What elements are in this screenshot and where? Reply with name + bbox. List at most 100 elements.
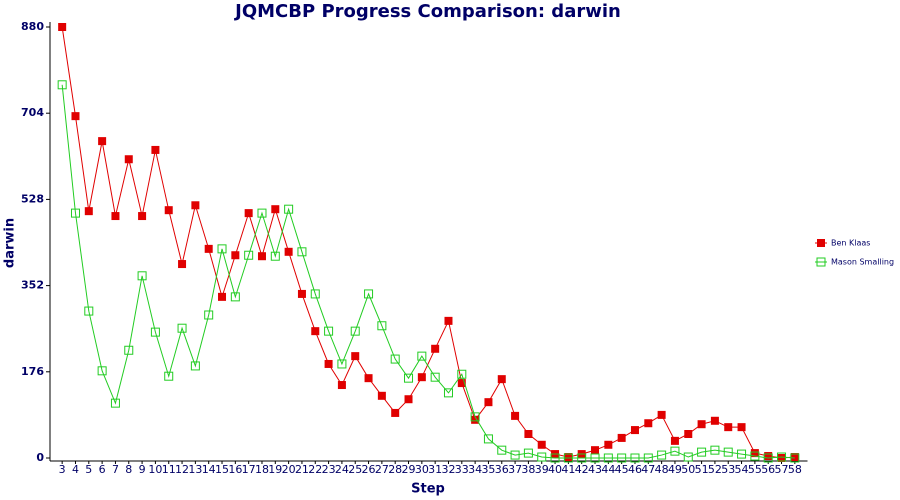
data-point bbox=[471, 415, 480, 424]
x-tick-label: 46 bbox=[628, 463, 642, 476]
y-tick-label: 0 bbox=[36, 451, 44, 464]
data-point bbox=[310, 289, 320, 299]
x-tick-label: 13 bbox=[188, 463, 202, 476]
data-point bbox=[763, 453, 773, 463]
data-point bbox=[670, 446, 680, 456]
data-point bbox=[457, 379, 466, 388]
x-tick-label: 12 bbox=[175, 463, 189, 476]
data-point bbox=[150, 327, 160, 337]
x-tick-label: 33 bbox=[455, 463, 469, 476]
data-point bbox=[377, 321, 387, 331]
data-point bbox=[110, 398, 120, 408]
data-point bbox=[630, 453, 640, 463]
data-point bbox=[337, 381, 346, 390]
data-point bbox=[98, 137, 107, 146]
data-point bbox=[670, 436, 679, 445]
x-tick-label: 39 bbox=[535, 463, 549, 476]
data-point bbox=[657, 410, 666, 419]
x-tick-label: 42 bbox=[575, 463, 589, 476]
data-point bbox=[484, 398, 493, 407]
data-point bbox=[697, 420, 706, 429]
data-point bbox=[510, 450, 520, 460]
data-point bbox=[364, 374, 373, 383]
data-point bbox=[391, 408, 400, 417]
data-point bbox=[790, 453, 799, 462]
data-point bbox=[404, 373, 414, 383]
data-point bbox=[790, 453, 800, 463]
x-tick-label: 49 bbox=[668, 463, 682, 476]
x-tick-label: 4 bbox=[72, 463, 79, 476]
data-point bbox=[230, 292, 240, 302]
x-axis-label: Step bbox=[411, 482, 445, 497]
data-point bbox=[564, 453, 573, 462]
x-tick-label: 21 bbox=[295, 463, 309, 476]
data-point bbox=[750, 451, 760, 461]
x-tick-label: 27 bbox=[375, 463, 389, 476]
legend-marker bbox=[816, 257, 826, 267]
data-point bbox=[417, 373, 426, 382]
x-tick-label: 53 bbox=[721, 463, 735, 476]
data-point bbox=[697, 447, 707, 457]
data-point bbox=[58, 23, 67, 31]
series-line bbox=[61, 26, 795, 459]
y-tick-label: 176 bbox=[21, 365, 44, 378]
data-point bbox=[111, 212, 120, 221]
data-point bbox=[178, 260, 187, 269]
x-tick-label: 31 bbox=[428, 463, 442, 476]
data-point bbox=[724, 423, 733, 432]
data-point bbox=[164, 206, 173, 215]
x-tick-label: 56 bbox=[761, 463, 775, 476]
data-point bbox=[191, 201, 200, 210]
data-point bbox=[777, 454, 786, 462]
data-point bbox=[723, 447, 733, 457]
data-point bbox=[151, 145, 160, 154]
legend-label: Mason Smalling bbox=[831, 258, 894, 267]
chart-title: JQMCBP Progress Comparison: darwin bbox=[233, 1, 621, 22]
data-point bbox=[444, 316, 453, 325]
data-point bbox=[737, 449, 747, 459]
legend-label: Ben Klaas bbox=[831, 239, 870, 248]
data-point bbox=[57, 80, 67, 90]
x-tick-label: 26 bbox=[362, 463, 376, 476]
data-point bbox=[71, 112, 80, 121]
data-point bbox=[337, 359, 347, 369]
data-point bbox=[777, 452, 787, 462]
x-tick-label: 55 bbox=[748, 463, 762, 476]
x-tick-label: 30 bbox=[415, 463, 429, 476]
data-point bbox=[270, 251, 280, 261]
data-point bbox=[684, 430, 693, 439]
x-tick-label: 20 bbox=[282, 463, 296, 476]
x-tick-label: 58 bbox=[788, 463, 802, 476]
data-point bbox=[644, 419, 653, 428]
y-tick-label: 704 bbox=[21, 106, 44, 119]
x-tick-label: 23 bbox=[322, 463, 336, 476]
data-point bbox=[164, 371, 174, 381]
x-tick-label: 32 bbox=[441, 463, 455, 476]
data-point bbox=[737, 423, 746, 432]
data-point bbox=[497, 445, 507, 455]
data-point bbox=[417, 351, 427, 361]
data-point bbox=[683, 452, 693, 462]
data-point bbox=[364, 289, 374, 299]
data-point bbox=[351, 352, 360, 361]
data-point bbox=[257, 252, 266, 261]
x-tick-label: 35 bbox=[481, 463, 495, 476]
x-tick-label: 6 bbox=[99, 463, 106, 476]
data-point bbox=[657, 450, 667, 460]
x-tick-label: 11 bbox=[162, 463, 176, 476]
x-tick-label: 57 bbox=[775, 463, 789, 476]
x-tick-label: 36 bbox=[495, 463, 509, 476]
data-point bbox=[124, 155, 133, 164]
x-tick-label: 38 bbox=[521, 463, 535, 476]
data-point bbox=[137, 271, 147, 281]
x-tick-label: 16 bbox=[228, 463, 242, 476]
data-point bbox=[84, 207, 93, 216]
data-point bbox=[284, 247, 293, 256]
data-point bbox=[750, 449, 759, 458]
data-point bbox=[457, 369, 467, 379]
data-point bbox=[377, 391, 386, 400]
data-point bbox=[511, 411, 520, 420]
x-tick-label: 29 bbox=[402, 463, 416, 476]
x-tick-label: 17 bbox=[242, 463, 256, 476]
